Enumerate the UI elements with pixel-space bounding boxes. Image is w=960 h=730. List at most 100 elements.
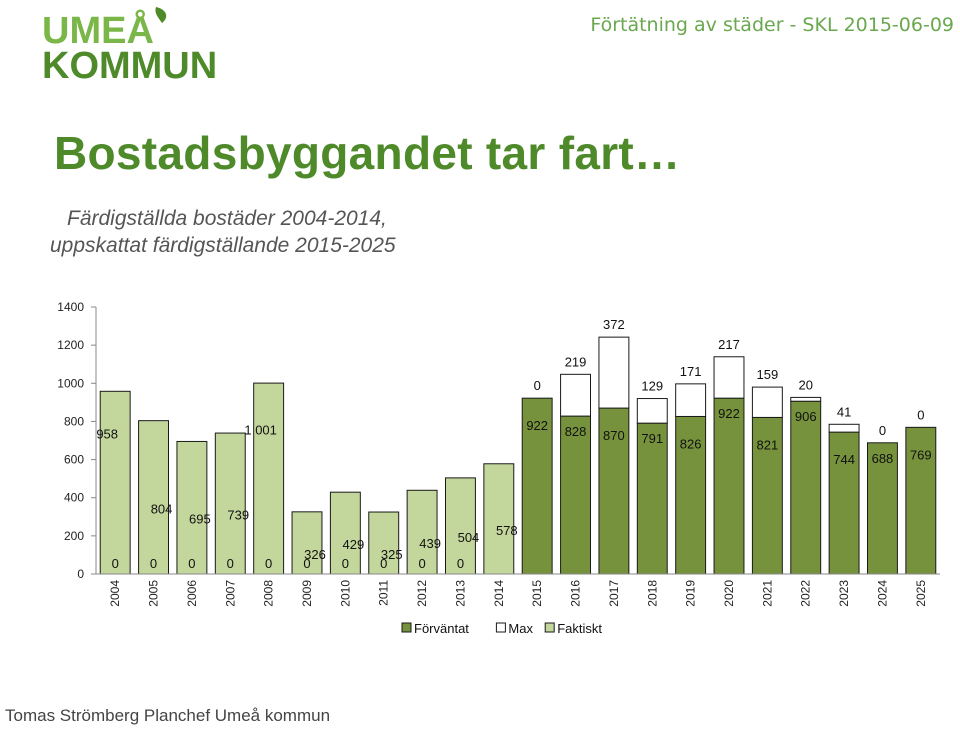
bar-faktiskt — [253, 382, 285, 575]
data-label-forvantat: 0 — [188, 556, 195, 571]
subtitle-line-2: uppskattat färdigställande 2015-2025 — [50, 234, 396, 257]
bar-max — [598, 336, 630, 409]
data-label-faktiskt: 504 — [458, 530, 480, 545]
data-label-forvantat: 0 — [150, 556, 157, 571]
data-label-forvantat: 0 — [112, 556, 119, 571]
x-tick-label: 2009 — [300, 580, 314, 607]
x-tick-label: 2005 — [147, 580, 161, 607]
x-tick-label: 2010 — [338, 580, 352, 607]
data-label-faktiskt: 326 — [304, 547, 326, 562]
subtitle-line-1: Färdigställda bostäder 2004-2014, — [67, 207, 387, 230]
x-tick-label: 2017 — [607, 580, 621, 607]
bar-faktiskt — [176, 440, 208, 575]
bar-max — [751, 386, 783, 418]
data-label-forvantat: 744 — [833, 452, 855, 467]
x-tick-label: 2025 — [914, 580, 928, 607]
data-label-forvantat: 769 — [910, 447, 932, 462]
y-tick-label: 0 — [77, 567, 84, 581]
data-label-forvantat: 0 — [380, 556, 387, 571]
logo-text-umea: UMEÅ — [42, 8, 154, 52]
data-label-faktiskt: 804 — [151, 501, 173, 516]
bar-max — [560, 373, 592, 417]
bars — [99, 336, 937, 575]
legend-swatch-max — [495, 622, 506, 633]
legend-label-max: Max — [508, 621, 533, 636]
data-label-max: 0 — [879, 423, 886, 438]
page-title: Bostadsbyggandet tar fart… — [54, 127, 681, 179]
data-label-forvantat: 0 — [227, 556, 234, 571]
umea-kommun-logo: UMEÅ KOMMUN — [42, 7, 217, 85]
data-label-max: 129 — [641, 379, 663, 394]
data-label-forvantat: 0 — [457, 556, 464, 571]
x-tick-label: 2013 — [453, 580, 467, 607]
x-tick-label: 2007 — [223, 580, 237, 607]
bar-forvantat — [598, 407, 630, 575]
y-tick-label: 400 — [64, 491, 84, 505]
x-tick-label: 2008 — [262, 580, 276, 607]
x-tick-label: 2016 — [569, 580, 583, 607]
bar-faktiskt — [483, 463, 515, 575]
data-label-faktiskt: 958 — [96, 427, 118, 442]
bar-forvantat — [790, 400, 822, 575]
legend-swatch-faktiskt — [544, 622, 555, 633]
bar-forvantat — [866, 442, 898, 575]
x-tick-label: 2020 — [722, 580, 736, 607]
data-label-faktiskt: 1 001 — [244, 423, 277, 438]
bar-faktiskt — [99, 390, 131, 575]
data-label-forvantat: 0 — [342, 556, 349, 571]
x-tick-label: 2015 — [530, 580, 544, 607]
data-label-max: 0 — [534, 378, 541, 393]
bar-faktiskt — [291, 511, 323, 575]
y-tick-label: 800 — [64, 414, 84, 428]
header-event-text: Förtätning av städer - SKL 2015-06-09 — [590, 14, 954, 36]
logo-text-kommun: KOMMUN — [42, 45, 217, 85]
x-tick-label: 2022 — [799, 580, 813, 607]
chart-legend: Förväntat Max Faktiskt — [401, 621, 602, 636]
data-label-max: 171 — [680, 364, 702, 379]
x-tick-label: 2018 — [645, 580, 659, 607]
legend-label-forvantat: Förväntat — [414, 621, 469, 636]
data-label-forvantat: 791 — [641, 431, 663, 446]
data-label-forvantat: 828 — [565, 424, 587, 439]
bar-max — [675, 383, 707, 417]
bar-faktiskt — [138, 420, 170, 575]
data-label-max: 219 — [565, 354, 587, 369]
page-subtitle: Färdigställda bostäder 2004-2014, uppska… — [50, 205, 396, 259]
data-label-faktiskt: 578 — [496, 523, 518, 538]
x-tick-label: 2021 — [760, 580, 774, 607]
x-tick-label: 2024 — [875, 580, 889, 607]
footer-author: Tomas Strömberg Planchef Umeå kommun — [5, 706, 331, 725]
data-label-max: 20 — [798, 377, 812, 392]
data-label-forvantat: 870 — [603, 428, 625, 443]
data-label-forvantat: 906 — [795, 409, 817, 424]
data-label-forvantat: 0 — [418, 556, 425, 571]
data-label-faktiskt: 695 — [189, 512, 211, 527]
data-label-forvantat: 821 — [757, 437, 779, 452]
data-label-max: 372 — [603, 317, 625, 332]
bar-forvantat — [751, 416, 783, 575]
data-label-faktiskt: 739 — [227, 508, 249, 523]
bar-faktiskt — [329, 491, 361, 575]
data-label-forvantat: 0 — [303, 556, 310, 571]
data-label-max: 0 — [917, 407, 924, 422]
bar-max — [790, 396, 822, 402]
bar-max — [713, 356, 745, 399]
data-label-forvantat: 688 — [872, 451, 894, 466]
legend-label-faktiskt: Faktiskt — [557, 621, 602, 636]
y-tick-label: 200 — [64, 529, 84, 543]
x-tick-label: 2006 — [185, 580, 199, 607]
y-tick-label: 600 — [64, 453, 84, 467]
x-tick-label: 2019 — [684, 580, 698, 607]
x-tick-label: 2004 — [108, 580, 122, 607]
bar-faktiskt — [214, 432, 246, 575]
y-tick-label: 1200 — [57, 338, 84, 352]
y-tick-label: 1000 — [57, 376, 84, 390]
legend-swatch-forvantat — [401, 622, 412, 633]
data-label-max: 41 — [837, 404, 851, 419]
x-tick-label: 2014 — [492, 580, 506, 607]
x-tick-label: 2023 — [837, 580, 851, 607]
data-label-faktiskt: 439 — [419, 536, 441, 551]
data-label-forvantat: 0 — [265, 556, 272, 571]
